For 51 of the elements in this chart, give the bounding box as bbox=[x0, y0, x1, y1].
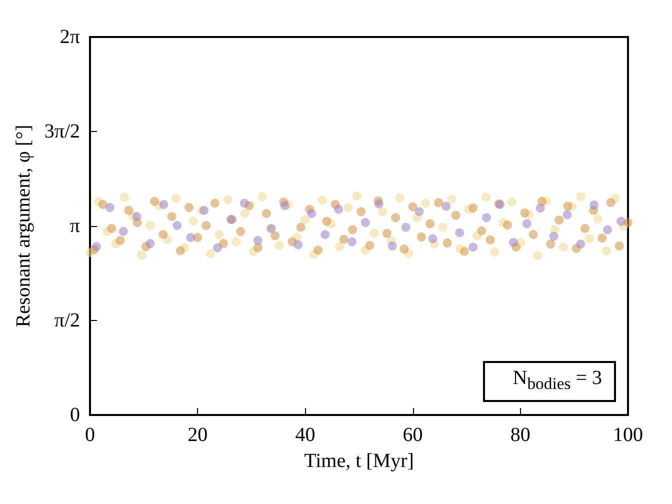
point bbox=[200, 206, 209, 215]
point bbox=[374, 199, 384, 208]
y-tick-label: π bbox=[70, 215, 80, 237]
point bbox=[240, 198, 249, 208]
point bbox=[590, 200, 599, 210]
x-tick-label: 20 bbox=[188, 424, 208, 446]
point bbox=[253, 236, 262, 246]
point bbox=[388, 241, 397, 250]
point bbox=[294, 240, 303, 250]
point bbox=[549, 232, 558, 241]
point bbox=[348, 237, 357, 246]
x-tick-label: 60 bbox=[402, 424, 423, 446]
x-tick-label: 100 bbox=[613, 424, 643, 446]
point bbox=[213, 243, 222, 252]
point bbox=[105, 202, 114, 212]
y-tick-label: 2π bbox=[60, 26, 80, 48]
point bbox=[320, 230, 330, 240]
point bbox=[280, 201, 290, 210]
y-tick-label: 0 bbox=[70, 404, 80, 426]
point bbox=[186, 233, 196, 242]
point bbox=[307, 208, 316, 218]
point bbox=[118, 227, 128, 236]
point bbox=[522, 219, 532, 228]
point bbox=[536, 204, 545, 213]
point bbox=[401, 222, 410, 232]
point bbox=[482, 213, 492, 222]
point bbox=[603, 225, 612, 234]
point bbox=[442, 202, 451, 211]
x-tick-label: 40 bbox=[295, 424, 316, 446]
point bbox=[508, 238, 518, 247]
point bbox=[360, 218, 370, 227]
point bbox=[562, 210, 572, 220]
point bbox=[616, 216, 626, 226]
y-tick-label: π/2 bbox=[54, 310, 80, 332]
point bbox=[92, 242, 101, 252]
point bbox=[414, 207, 424, 216]
point bbox=[428, 234, 438, 244]
point bbox=[334, 204, 344, 214]
point bbox=[159, 200, 168, 209]
point bbox=[455, 228, 464, 238]
y-axis-title: Resonant argument, φ [°] bbox=[12, 124, 34, 328]
point bbox=[132, 212, 142, 221]
point bbox=[146, 239, 155, 248]
point bbox=[576, 240, 586, 249]
point bbox=[468, 242, 478, 252]
y-tick-label: 3π/2 bbox=[44, 120, 80, 142]
x-tick-label: 80 bbox=[510, 424, 530, 446]
x-tick-label: 0 bbox=[85, 424, 95, 446]
point bbox=[172, 220, 182, 230]
x-axis-title: Time, t [Myr] bbox=[304, 450, 414, 472]
annotation: N$_{bodies}$ = 3 bbox=[482, 361, 616, 402]
